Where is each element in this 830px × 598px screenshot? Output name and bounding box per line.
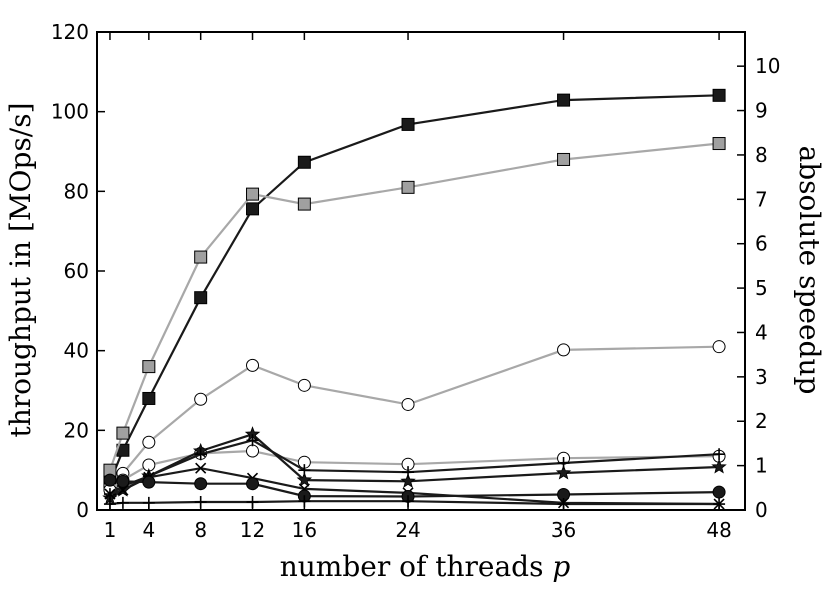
y2-tick-label: 4 xyxy=(755,320,768,344)
x-axis-label-text: number of threads xyxy=(280,550,553,583)
x-tick-label: 1 xyxy=(104,518,117,542)
series-7-point xyxy=(195,462,207,474)
y2-tick-label: 7 xyxy=(755,187,768,211)
series-3-point xyxy=(712,340,726,354)
series-3-point xyxy=(194,392,208,406)
series-3-point xyxy=(142,435,156,449)
y2-tick-label: 5 xyxy=(755,276,768,300)
series-1-point xyxy=(142,391,156,405)
y2-axis-label: absolute speedup xyxy=(793,146,826,395)
series-9-point xyxy=(116,496,129,509)
series-8-point xyxy=(103,473,117,487)
series-2 xyxy=(103,137,726,477)
series-1-point xyxy=(194,291,208,305)
x-axis-label: number of threads p xyxy=(280,550,571,583)
y2-tick-label: 1 xyxy=(755,454,768,478)
series-8-point xyxy=(142,475,156,489)
series-7-point xyxy=(104,488,116,500)
y2-tick-label: 2 xyxy=(755,409,768,433)
series-5-point xyxy=(400,473,416,488)
series-2-point xyxy=(142,360,156,374)
series-1 xyxy=(103,88,726,489)
y-tick-label: 100 xyxy=(51,100,89,124)
y-tick-label: 20 xyxy=(64,418,89,442)
x-tick-label: 36 xyxy=(551,518,576,542)
series-2-point xyxy=(116,426,130,440)
plot-layer xyxy=(102,88,727,511)
x-axis-label-var: p xyxy=(552,550,570,583)
series-6-point xyxy=(298,464,311,477)
y-tick-label: 0 xyxy=(76,498,89,522)
series-2-point xyxy=(401,180,415,194)
series-3-line xyxy=(109,345,720,487)
series-2-point xyxy=(557,152,571,166)
y2-tick-label: 3 xyxy=(755,365,768,389)
series-1-point xyxy=(712,88,726,102)
series-5-point xyxy=(296,471,313,487)
series-5-point xyxy=(555,464,572,480)
y-tick-label: 40 xyxy=(64,339,89,363)
x-tick-label: 24 xyxy=(395,518,420,542)
series-8-point xyxy=(194,477,208,491)
x-tick-label: 48 xyxy=(706,518,731,542)
series-6 xyxy=(103,434,726,501)
y-tick-label: 60 xyxy=(64,259,89,283)
y2-tick-label: 6 xyxy=(755,232,768,256)
series-6-point xyxy=(246,434,259,447)
x-tick-label: 16 xyxy=(292,518,317,542)
y-axis-label: throughput in [MOps/s] xyxy=(4,102,37,437)
series-6-point xyxy=(557,456,570,469)
y-tick-label: 80 xyxy=(64,179,89,203)
series-1-point xyxy=(246,202,260,216)
y2-tick-label: 0 xyxy=(755,498,768,522)
series-8-point xyxy=(712,485,726,499)
series-3-point xyxy=(401,397,415,411)
series-6-point xyxy=(713,448,726,461)
y2-tick-label: 9 xyxy=(755,99,768,123)
series-8-point xyxy=(246,477,260,491)
series-3-point xyxy=(246,358,260,372)
series-5-point xyxy=(711,458,727,474)
series-3-point xyxy=(297,378,311,392)
series-1-point xyxy=(557,93,571,107)
series-6-point xyxy=(194,448,207,461)
y2-tick-label: 10 xyxy=(755,54,780,78)
x-tick-label: 8 xyxy=(194,518,207,542)
series-3-point xyxy=(557,343,571,357)
x-tick-label: 4 xyxy=(142,518,155,542)
series-6-point xyxy=(402,466,415,479)
series-2-point xyxy=(712,137,726,151)
y2-tick-label: 8 xyxy=(755,143,768,167)
series-1-point xyxy=(297,155,311,169)
y-tick-label: 120 xyxy=(51,20,89,44)
series-4-point xyxy=(246,444,260,458)
x-tick-label: 12 xyxy=(240,518,265,542)
series-2-point xyxy=(246,187,260,201)
series-2-point xyxy=(297,197,311,211)
series-8 xyxy=(103,473,726,503)
series-2-point xyxy=(194,250,208,264)
series-8-point xyxy=(116,474,130,488)
series-2-line xyxy=(108,142,720,471)
series-1-point xyxy=(401,117,415,131)
